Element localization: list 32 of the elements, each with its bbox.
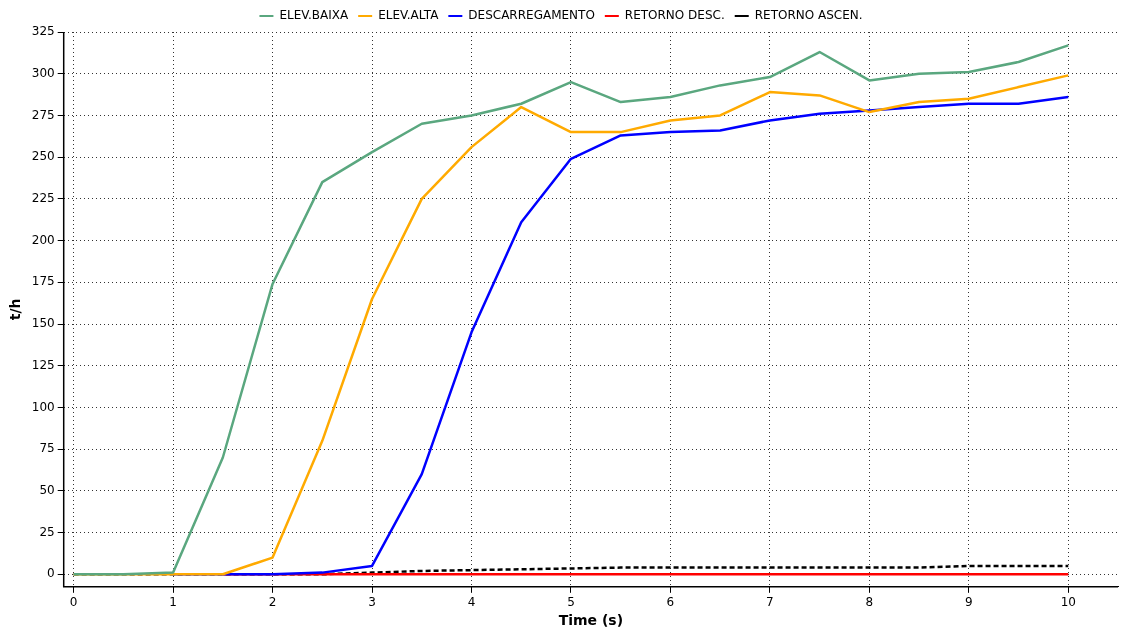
x-tick-label: 5 <box>567 595 575 610</box>
x-tick-label: 7 <box>766 595 774 610</box>
x-tick-label: 1 <box>169 595 177 610</box>
y-tick-label: 225 <box>31 190 55 205</box>
x-tick-label: 6 <box>666 595 675 610</box>
y-tick-label: 0 <box>47 566 55 581</box>
legend-label: ELEV.ALTA <box>378 8 440 23</box>
y-tick-label: 25 <box>39 524 55 539</box>
x-tick-label: 0 <box>69 595 78 610</box>
x-axis-title: Time (s) <box>558 612 624 629</box>
x-tick-label: 4 <box>467 595 476 610</box>
y-tick-label: 150 <box>31 316 55 331</box>
legend-label: RETORNO DESC. <box>624 8 725 23</box>
y-tick-label: 275 <box>31 107 55 122</box>
legend-label: RETORNO ASCEN. <box>754 8 863 23</box>
y-tick-label: 175 <box>31 274 55 289</box>
y-tick-label: 100 <box>31 399 55 414</box>
legend-label: DESCARREGAMENTO <box>468 8 595 23</box>
y-tick-label: 250 <box>31 149 55 164</box>
x-tick-label: 10 <box>1060 595 1076 610</box>
x-tick-label: 2 <box>268 595 277 610</box>
x-tick-label: 3 <box>368 595 376 610</box>
legend-label: ELEV.BAIXA <box>279 8 349 23</box>
y-axis-title: t/h <box>7 298 24 321</box>
x-tick-label: 8 <box>865 595 874 610</box>
y-tick-label: 75 <box>39 441 55 456</box>
y-tick-label: 50 <box>39 482 55 497</box>
y-tick-label: 200 <box>31 232 55 247</box>
y-tick-label: 325 <box>31 24 55 39</box>
y-tick-label: 125 <box>31 357 55 372</box>
x-tick-label: 9 <box>964 595 973 610</box>
y-tick-label: 300 <box>31 65 55 80</box>
